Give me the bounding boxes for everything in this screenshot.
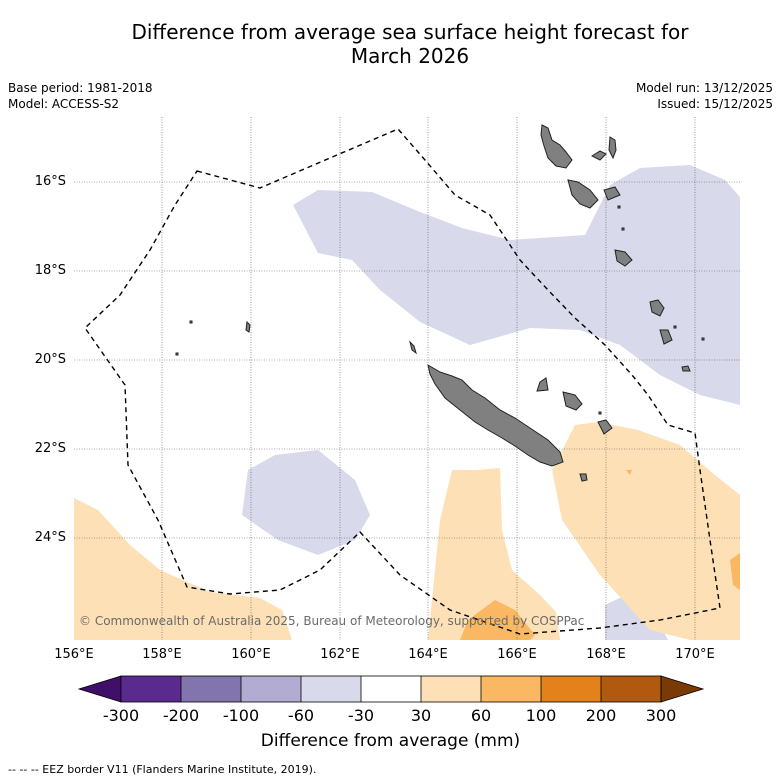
- lon-label-164e: 164°E: [408, 647, 448, 662]
- positive-anomaly-dot: [626, 470, 632, 475]
- islet-7: [598, 411, 602, 415]
- positive-anomaly-region-east: [552, 422, 740, 640]
- loyalty-islands-lifou: [562, 391, 583, 411]
- colorbar-tick-6: 30: [410, 706, 432, 725]
- positive-anomaly-region-west: [74, 498, 292, 640]
- chesterfield-island: [245, 320, 251, 333]
- vanuatu-espiritu-santo: [540, 124, 573, 169]
- colorbar: [77, 675, 705, 703]
- lat-label-18s: 18°S: [34, 263, 66, 278]
- colorbar-bin-8: [541, 676, 601, 702]
- meta-left: Base period: 1981-2018 Model: ACCESS-S2: [8, 80, 153, 112]
- title-line-2: March 2026: [350, 44, 470, 68]
- colorbar-bin-2: [181, 676, 241, 702]
- base-period: Base period: 1981-2018: [8, 81, 153, 95]
- colorbar-outline: [120, 675, 662, 703]
- positive-anomaly-patch-mid: [460, 600, 535, 640]
- islet-3: [673, 325, 677, 329]
- loyalty-islands-ouvea: [536, 377, 549, 392]
- vanuatu-aneityum: [681, 365, 691, 372]
- colorbar-tick-7: 60: [470, 706, 492, 725]
- colorbar-bin-1: [121, 676, 181, 702]
- colorbar-bin-6: [421, 676, 481, 702]
- loyalty-islands-mare: [597, 419, 613, 435]
- colorbar-bin-4: [301, 676, 361, 702]
- vanuatu-tanna: [659, 329, 673, 345]
- lon-label-158e: 158°E: [142, 647, 182, 662]
- vanuatu-island-c: [603, 186, 621, 201]
- colorbar-bin-5: [361, 676, 421, 702]
- colorbar-min-triangle: [77, 675, 122, 703]
- issued-date: Issued: 15/12/2025: [657, 97, 773, 111]
- vanuatu-island-b: [608, 136, 617, 160]
- colorbar-tick-1: -300: [102, 706, 140, 725]
- vanuatu-malekula: [567, 179, 599, 209]
- islet-4: [701, 337, 705, 341]
- colorbar-bin-3: [241, 676, 301, 702]
- gridlines: [74, 117, 740, 640]
- map-title: Difference from average sea surface heig…: [0, 20, 781, 68]
- copyright-credit: © Commonwealth of Australia 2025, Bureau…: [79, 614, 585, 628]
- colorbar-tick-8: 100: [525, 706, 557, 725]
- colorbar-title: Difference from average (mm): [260, 731, 521, 751]
- eez-border: [84, 128, 721, 635]
- colorbar-tick-4: -60: [287, 706, 315, 725]
- lon-label-162e: 162°E: [320, 647, 360, 662]
- vanuatu-island-a: [590, 150, 607, 161]
- title-line-1: Difference from average sea surface heig…: [131, 20, 689, 44]
- negative-anomaly-region-north: [293, 165, 740, 405]
- vanuatu-erromango: [649, 299, 665, 317]
- colorbar-tick-2: -200: [162, 706, 200, 725]
- colorbar-dividers: [180, 676, 602, 702]
- lat-label-22s: 22°S: [34, 441, 66, 456]
- model-name: Model: ACCESS-S2: [8, 97, 120, 111]
- negative-anomaly-region-south: [242, 450, 370, 555]
- isle-of-pines: [579, 473, 588, 482]
- lon-label-170e: 170°E: [675, 647, 715, 662]
- eez-footnote: -- -- -- EEZ border V11 (Flanders Marine…: [8, 763, 317, 776]
- lon-label-168e: 168°E: [586, 647, 626, 662]
- land-masses: [175, 124, 705, 482]
- new-caledonia-landmass: [427, 363, 564, 467]
- lon-label-160e: 160°E: [231, 647, 271, 662]
- meta-right: Model run: 13/12/2025 Issued: 15/12/2025: [636, 80, 773, 112]
- positive-anomaly-patch-edge: [730, 553, 740, 590]
- lon-label-166e: 166°E: [497, 647, 537, 662]
- islet-2: [621, 227, 625, 231]
- islet-5: [189, 320, 193, 324]
- colorbar-tick-5: -30: [347, 706, 375, 725]
- islet-6: [175, 352, 179, 356]
- lat-label-24s: 24°S: [34, 530, 66, 545]
- lat-label-16s: 16°S: [34, 174, 66, 189]
- colorbar-max-triangle: [660, 675, 705, 703]
- colorbar-bin-7: [481, 676, 541, 702]
- colorbar-tick-10: 300: [645, 706, 677, 725]
- model-run: Model run: 13/12/2025: [635, 81, 773, 95]
- colorbar-tick-3: -100: [222, 706, 260, 725]
- positive-anomaly-region-central: [428, 468, 560, 640]
- colorbar-bin-9: [601, 676, 661, 702]
- vanuatu-efate: [614, 249, 633, 267]
- colorbar-tick-9: 200: [585, 706, 617, 725]
- lat-label-20s: 20°S: [34, 352, 66, 367]
- map-layers: [74, 117, 740, 640]
- islet-1: [617, 205, 621, 209]
- lon-label-156e: 156°E: [54, 647, 94, 662]
- belep-islands: [409, 340, 417, 355]
